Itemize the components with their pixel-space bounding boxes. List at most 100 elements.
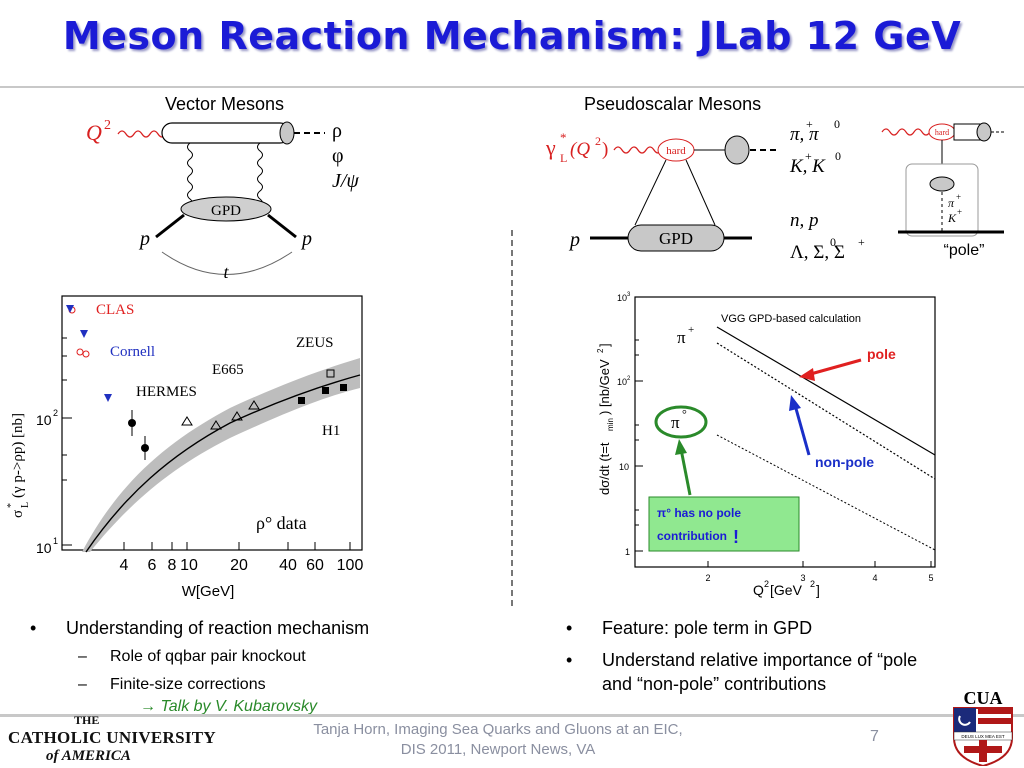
pi-plus-label: π <box>677 328 686 347</box>
jpsi-label: J/ψ <box>332 170 359 192</box>
svg-text:]: ] <box>597 343 612 347</box>
svg-text:+: + <box>956 192 961 202</box>
svg-text:2: 2 <box>104 118 111 133</box>
footer-divider <box>0 714 1024 717</box>
h1-label: H1 <box>322 423 340 439</box>
svg-text:K, K: K, K <box>789 156 826 177</box>
svg-text:p: p <box>300 228 312 250</box>
column-divider <box>511 230 513 606</box>
pole-diagram: hard π + K + “pole” <box>881 122 1006 259</box>
svg-text:3: 3 <box>800 573 805 583</box>
footer-citation: Tanja Horn, Imaging Sea Quarks and Gluon… <box>313 721 683 758</box>
svg-text:+: + <box>805 149 812 163</box>
zeus-label: ZEUS <box>296 335 334 351</box>
svg-text:“pole”: “pole” <box>944 242 985 259</box>
svg-text:8: 8 <box>168 557 177 574</box>
svg-text:[GeV: [GeV <box>770 582 803 598</box>
svg-text:6: 6 <box>148 557 157 574</box>
pseudoscalar-meson-diagram: γ * L (Q 2 ) hard GPD p π, π + 0 K, K + … <box>545 117 865 263</box>
pole-cross-section-chart: VGG GPD-based calculation π + π ° pole n… <box>596 292 936 598</box>
non-pole-label: non-pole <box>815 454 874 470</box>
band-fill <box>82 358 360 552</box>
vector-mesons-heading: Vector Mesons <box>165 94 285 114</box>
svg-text:π, π: π, π <box>790 124 819 145</box>
sub-bullet-finite-size: – Finite-size corrections <box>78 676 266 693</box>
svg-text:100: 100 <box>337 557 364 574</box>
cornell-label: Cornell <box>110 344 155 360</box>
right-x-label: Q 2 [GeV 2 ] <box>753 579 820 598</box>
svg-text:hard: hard <box>666 145 686 157</box>
svg-text:π: π <box>948 196 955 210</box>
svg-text:0: 0 <box>835 149 841 163</box>
svg-text:(Q: (Q <box>570 139 590 160</box>
no-pole-box <box>648 496 800 552</box>
svg-text:+: + <box>806 117 813 131</box>
right-y-label: dσ/dt (t=t min ) [nb/GeV 2 ] <box>596 343 615 495</box>
hermes-label: HERMES <box>136 384 197 400</box>
svg-text:]: ] <box>816 582 820 598</box>
svg-text:hard: hard <box>935 128 949 137</box>
svg-text:*: * <box>6 503 17 508</box>
rho-data-label: ρ° data <box>256 513 307 533</box>
title-divider <box>0 86 1024 88</box>
svg-text:+: + <box>957 207 962 217</box>
bullet-relative-importance: • Understand relative importance of “pole… <box>566 650 918 694</box>
phi-label: φ <box>332 145 344 167</box>
pi-zero-label: π <box>671 413 680 432</box>
svg-text:10: 10 <box>619 462 629 472</box>
svg-text:4: 4 <box>120 557 129 574</box>
svg-text:2: 2 <box>705 573 710 583</box>
pole-label: pole <box>867 346 896 362</box>
logo-of-america: of AMERICA <box>46 748 131 764</box>
svg-text:0: 0 <box>830 235 836 249</box>
svg-text:10: 10 <box>180 557 198 574</box>
svg-text:) [nb/GeV: ) [nb/GeV <box>597 359 612 415</box>
svg-text:3: 3 <box>627 292 631 298</box>
svg-text:n, p: n, p <box>790 210 819 231</box>
svg-text:10: 10 <box>617 377 627 387</box>
svg-text:1: 1 <box>625 547 630 557</box>
slide-title: Meson Reaction Mechanism: JLab 12 GeV <box>62 14 962 58</box>
svg-text:2: 2 <box>53 408 58 418</box>
svg-text:+: + <box>688 324 694 336</box>
svg-text:2: 2 <box>764 579 769 589</box>
svg-text:10: 10 <box>36 412 52 428</box>
svg-text:γ: γ <box>545 135 556 160</box>
logo-catholic-university: CATHOLIC UNIVERSITY <box>8 728 217 747</box>
svg-text:CUA: CUA <box>964 688 1003 708</box>
q2-label: Q <box>86 120 102 145</box>
svg-text:60: 60 <box>306 557 324 574</box>
svg-text:!: ! <box>733 527 739 547</box>
svg-text:10: 10 <box>617 293 627 303</box>
svg-text:10: 10 <box>36 540 52 556</box>
svg-text:GPD: GPD <box>659 229 693 248</box>
bullet-reaction-mechanism: • Understanding of reaction mechanism <box>30 618 370 638</box>
svg-text:Λ, Σ, Σ: Λ, Σ, Σ <box>790 242 845 263</box>
svg-text:L: L <box>560 151 567 165</box>
svg-text:2: 2 <box>596 348 605 353</box>
svg-text:K: K <box>947 211 957 225</box>
svg-text:1: 1 <box>53 536 58 546</box>
svg-text:4: 4 <box>872 573 877 583</box>
svg-text:(γ p->ρp) [nb]: (γ p->ρp) [nb] <box>10 413 26 498</box>
svg-text:dσ/dt (t=t: dσ/dt (t=t <box>597 442 612 495</box>
e665-label: E665 <box>212 362 244 378</box>
svg-text:p: p <box>138 228 150 250</box>
svg-text:L: L <box>20 502 31 508</box>
left-y-label: σ <box>10 510 26 518</box>
svg-text:*: * <box>560 130 567 145</box>
sub-bullet-qqbar: – Role of qqbar pair knockout <box>78 648 306 665</box>
clas-label: CLAS <box>96 302 134 318</box>
svg-text:π° has no pole: π° has no pole <box>657 506 741 520</box>
svg-text:DEUS LUX MEA EST: DEUS LUX MEA EST <box>961 734 1005 739</box>
vector-meson-diagram: Q 2 GPD p p t ρ φ J/ψ <box>86 118 359 282</box>
pseudoscalar-mesons-heading: Pseudoscalar Mesons <box>584 94 762 114</box>
svg-text:): ) <box>602 139 608 160</box>
svg-text:°: ° <box>682 407 687 421</box>
svg-text:20: 20 <box>230 557 248 574</box>
rho-cross-section-chart: CLAS Cornell E665 HERMES ZEUS H1 ρ° data… <box>6 295 364 600</box>
talk-reference: → Talk by V. Kubarovsky <box>140 698 317 715</box>
cua-crest-logo: CUA DEUS LUX MEA EST <box>953 688 1013 766</box>
logo-the: THE <box>74 713 100 727</box>
bullet-pole-term: • Feature: pole term in GPD <box>566 618 813 638</box>
